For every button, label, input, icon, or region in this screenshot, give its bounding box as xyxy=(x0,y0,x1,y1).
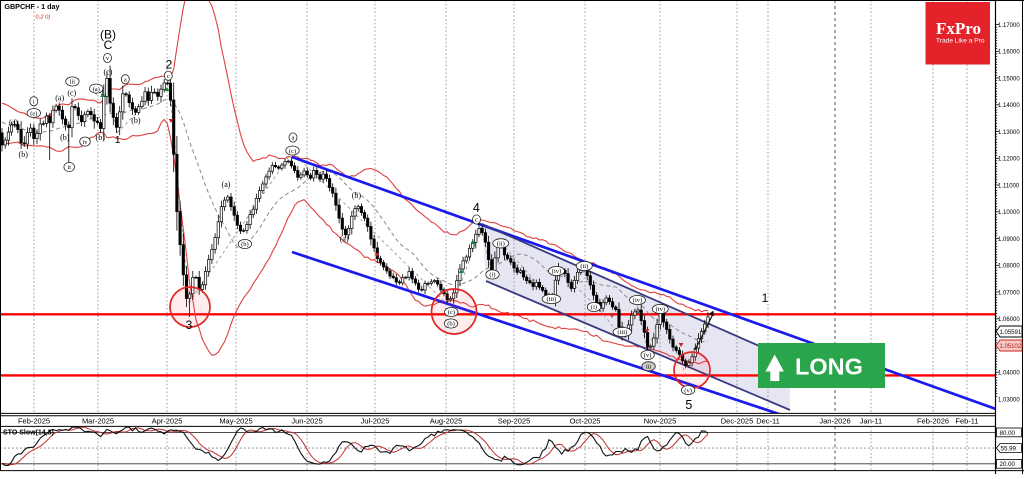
svg-text:1.14000: 1.14000 xyxy=(998,103,1020,109)
svg-text:(iii): (iii) xyxy=(547,296,557,303)
svg-text:1: 1 xyxy=(115,134,121,146)
svg-text:C: C xyxy=(104,38,113,52)
svg-text:(i): (i) xyxy=(489,272,495,279)
svg-text:(b): (b) xyxy=(131,116,141,125)
svg-text:c: c xyxy=(167,73,170,80)
svg-text:80.00: 80.00 xyxy=(1000,430,1016,437)
svg-text:(a): (a) xyxy=(55,94,64,103)
svg-text:(a): (a) xyxy=(93,86,100,93)
svg-text:1.13000: 1.13000 xyxy=(998,130,1020,136)
svg-text:1.06000: 1.06000 xyxy=(998,317,1020,323)
svg-text:(b): (b) xyxy=(96,133,106,142)
svg-text:1.09000: 1.09000 xyxy=(998,237,1020,243)
svg-text:Aug-2025: Aug-2025 xyxy=(430,417,463,426)
svg-text:FxPro: FxPro xyxy=(936,19,981,38)
svg-text:(b): (b) xyxy=(60,133,70,142)
svg-text:Jul-2025: Jul-2025 xyxy=(361,417,390,426)
svg-text:1.05102: 1.05102 xyxy=(1000,344,1022,350)
svg-text:STO Slow(14,3): STO Slow(14,3) xyxy=(3,430,54,437)
svg-text:(e): (e) xyxy=(30,110,37,117)
svg-text:(c): (c) xyxy=(67,89,76,98)
svg-text:1.12000: 1.12000 xyxy=(998,157,1020,163)
svg-text:1.04000: 1.04000 xyxy=(998,371,1020,377)
svg-text:Oct-2025: Oct-2025 xyxy=(570,417,601,426)
svg-text:LONG: LONG xyxy=(795,354,863,380)
svg-text:5: 5 xyxy=(685,398,692,412)
svg-text:55.99: 55.99 xyxy=(1001,445,1017,452)
svg-text:1.17000: 1.17000 xyxy=(998,23,1020,29)
svg-text:Mar-2025: Mar-2025 xyxy=(82,417,114,426)
svg-text:Feb-11: Feb-11 xyxy=(955,417,978,426)
svg-text:Dec-2025: Dec-2025 xyxy=(721,417,754,426)
svg-text:1: 1 xyxy=(762,291,769,305)
svg-text:(a): (a) xyxy=(222,180,231,189)
svg-text:1.10000: 1.10000 xyxy=(998,210,1020,216)
svg-text:1.08000: 1.08000 xyxy=(998,264,1020,270)
svg-text:1.05591: 1.05591 xyxy=(1000,330,1022,336)
svg-text:Apr-2025: Apr-2025 xyxy=(152,417,183,426)
svg-text:(b): (b) xyxy=(447,321,455,328)
svg-text:iii: iii xyxy=(646,364,652,371)
svg-text:(b): (b) xyxy=(352,191,362,200)
svg-text:(B): (B) xyxy=(100,27,116,41)
svg-text:Jan-11: Jan-11 xyxy=(860,417,882,426)
svg-text:Dec-11: Dec-11 xyxy=(756,417,780,426)
svg-text:Feb-2025: Feb-2025 xyxy=(18,417,50,426)
svg-text:(v): (v) xyxy=(684,387,692,394)
svg-text:1.07000: 1.07000 xyxy=(998,290,1020,296)
svg-text:GBPCHF - 1 day: GBPCHF - 1 day xyxy=(4,2,59,11)
svg-text:2: 2 xyxy=(166,58,173,72)
svg-text:(iv): (iv) xyxy=(552,268,561,275)
svg-text:1.15000: 1.15000 xyxy=(998,76,1020,82)
svg-text:20.00: 20.00 xyxy=(1000,461,1016,468)
svg-text:v: v xyxy=(106,55,110,62)
svg-text:(a): (a) xyxy=(9,118,18,127)
svg-text:Jan-2026: Jan-2026 xyxy=(819,417,850,426)
svg-text:iii: iii xyxy=(70,79,76,86)
svg-text:(i): (i) xyxy=(591,304,597,311)
svg-text:(c): (c) xyxy=(448,309,455,316)
svg-text:(ii): (ii) xyxy=(580,263,588,270)
svg-text:a: a xyxy=(124,77,127,84)
svg-text:May-2025: May-2025 xyxy=(219,417,252,426)
svg-text:(ii): (ii) xyxy=(497,241,505,248)
svg-text:Trade Like a Pro: Trade Like a Pro xyxy=(936,38,985,45)
svg-text:(c): (c) xyxy=(289,148,296,155)
svg-text:3: 3 xyxy=(186,318,193,332)
svg-text:1.03000: 1.03000 xyxy=(998,397,1020,403)
svg-text:0,2 0): 0,2 0) xyxy=(36,15,51,21)
svg-text:1.11000: 1.11000 xyxy=(998,183,1020,189)
svg-text:(b): (b) xyxy=(241,241,249,248)
svg-text:(b): (b) xyxy=(19,150,29,159)
svg-text:Sep-2025: Sep-2025 xyxy=(498,417,531,426)
svg-text:c: c xyxy=(475,217,478,224)
svg-text:4: 4 xyxy=(473,201,480,215)
svg-text:Feb-2026: Feb-2026 xyxy=(917,417,949,426)
svg-text:(iv): (iv) xyxy=(656,306,665,313)
svg-text:iv: iv xyxy=(82,139,88,146)
svg-text:ii: ii xyxy=(67,164,71,171)
svg-text:Nov-2025: Nov-2025 xyxy=(644,417,677,426)
svg-text:(iv): (iv) xyxy=(633,297,642,304)
svg-text:(c): (c) xyxy=(103,68,112,77)
svg-text:a: a xyxy=(292,135,295,142)
svg-text:1.16000: 1.16000 xyxy=(998,50,1020,56)
svg-text:i: i xyxy=(33,99,35,106)
svg-text:(iii): (iii) xyxy=(617,329,627,336)
svg-text:Jun-2025: Jun-2025 xyxy=(291,417,322,426)
svg-text:(v): (v) xyxy=(644,352,652,359)
svg-text:(a): (a) xyxy=(340,235,349,244)
